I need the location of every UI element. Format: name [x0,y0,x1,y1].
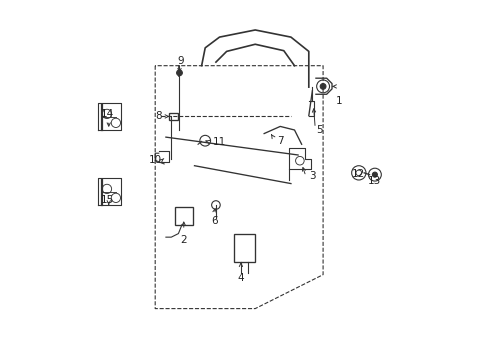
Text: 1: 1 [335,96,342,107]
Bar [233,234,255,262]
Text: 2: 2 [180,235,187,246]
Text: 9: 9 [177,56,183,66]
Bar [175,207,192,225]
Circle shape [320,84,325,89]
Text: 8: 8 [155,111,162,121]
Text: 11: 11 [212,138,225,148]
Text: 5: 5 [315,125,322,135]
Circle shape [372,172,377,177]
Text: 10: 10 [149,156,162,165]
Text: 4: 4 [237,273,244,283]
Text: 7: 7 [276,136,283,146]
Circle shape [176,70,182,76]
Text: 12: 12 [351,169,365,179]
Text: 13: 13 [367,176,381,186]
Text: 6: 6 [210,216,217,226]
Bar [168,113,177,120]
Text: 14: 14 [100,109,113,119]
Text: 3: 3 [308,171,315,181]
Text: 15: 15 [100,195,113,205]
